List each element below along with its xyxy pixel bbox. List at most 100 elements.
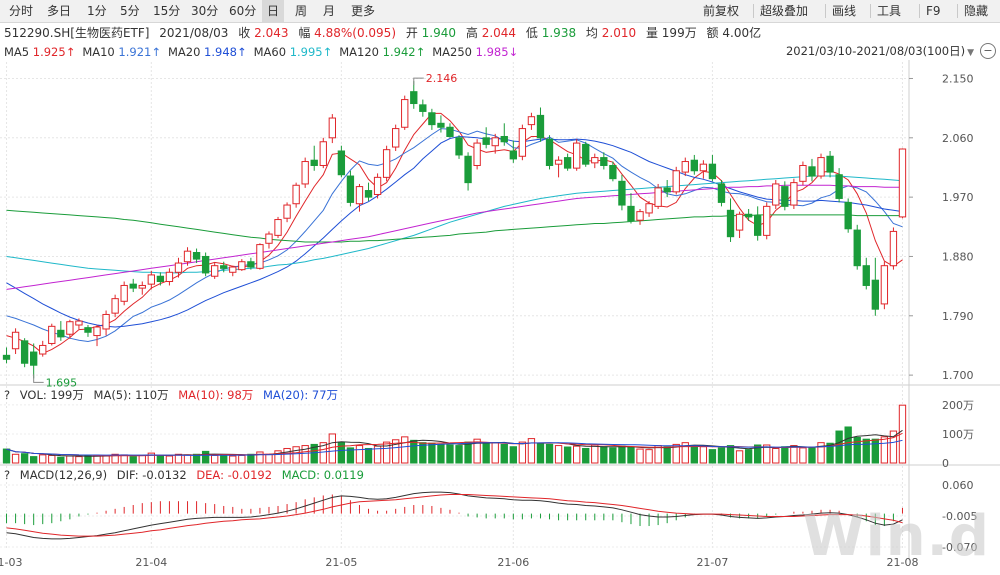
volume-bar	[880, 436, 889, 464]
volume-bar	[708, 449, 717, 464]
tab-5[interactable]: 15分	[153, 4, 181, 18]
candle-body	[39, 344, 47, 355]
tab-8[interactable]: 日	[262, 0, 285, 22]
volume-bar	[591, 444, 599, 464]
candle-body	[382, 149, 391, 178]
volume-bar	[536, 443, 545, 464]
volume-bar	[889, 430, 898, 464]
candle-body	[192, 252, 201, 260]
toolbar-right-item-4[interactable]: 工具	[877, 4, 902, 18]
low-marker-line	[33, 374, 44, 383]
volume-bar	[600, 446, 608, 464]
volume-bar	[744, 449, 753, 464]
volume-bar	[410, 439, 418, 464]
volume-bar	[75, 456, 83, 464]
date-range-selector[interactable]: 2021/03/10-2021/08/03(100日) ▼	[786, 43, 974, 59]
tab-10[interactable]: 月	[323, 4, 336, 18]
macd-legend: ? MACD(12,26,9) DIF: -0.0132 DEA: -0.019…	[4, 468, 370, 482]
candle-body	[754, 215, 762, 236]
volume-bar	[790, 445, 798, 464]
tab-2[interactable]: 多日	[47, 4, 72, 18]
candle-body	[156, 275, 165, 283]
volume-bar	[229, 455, 237, 464]
volume-bar	[129, 456, 137, 464]
toolbar-right-item-3[interactable]: 画线	[832, 4, 857, 18]
candle-body	[509, 150, 517, 160]
volume-bar	[39, 454, 47, 464]
dea-value: DEA: -0.0192	[196, 468, 273, 482]
toolbar-right-item-1[interactable]: 前复权	[703, 4, 740, 18]
volume-bar	[310, 443, 318, 464]
volume-bar	[473, 438, 481, 464]
candle-body	[473, 142, 481, 166]
x-tick-label: 21-08	[886, 556, 918, 569]
macd-name: MACD(12,26,9)	[19, 468, 108, 482]
volume-bar	[781, 446, 789, 464]
volume-bar	[609, 447, 617, 464]
volume-bar	[84, 455, 92, 464]
candle-body	[781, 186, 789, 207]
volume-bar	[111, 453, 119, 464]
tab-9[interactable]: 周	[295, 4, 308, 18]
macd-dif-line	[6, 491, 903, 540]
candle-body	[500, 135, 508, 143]
tab-1[interactable]: 分时	[9, 4, 34, 18]
candle-body	[672, 170, 680, 193]
candle-body	[238, 261, 246, 271]
candle-body	[446, 126, 454, 137]
ma-legend-item: MA60 1.995↑	[253, 45, 333, 59]
candle-body	[455, 137, 463, 156]
volume-bar	[862, 438, 870, 464]
candle-body	[573, 142, 581, 169]
candle-body	[247, 261, 255, 268]
volume-bar	[2, 448, 11, 464]
tab-6[interactable]: 30分	[191, 4, 219, 18]
volume-bar	[346, 447, 355, 464]
wind-watermark: Win.d	[802, 504, 990, 569]
candle-body	[310, 159, 318, 166]
volume-bar	[826, 442, 834, 464]
help-icon[interactable]: ?	[4, 388, 11, 402]
candle-body	[482, 137, 490, 145]
candle-body	[2, 354, 11, 360]
toolbar-right-item-5[interactable]: F9	[926, 4, 941, 18]
candle-body	[165, 271, 174, 283]
toolbar-right-item-2[interactable]: 超级叠加	[760, 4, 809, 18]
low-annotation: 1.695	[46, 376, 78, 389]
volume-bar	[672, 443, 680, 464]
volume-bar	[681, 442, 689, 464]
volume-bar	[274, 450, 282, 464]
tab-3[interactable]: 1分	[87, 4, 107, 18]
volume-bar	[20, 453, 29, 464]
help-icon[interactable]: ?	[4, 468, 11, 482]
candle-body	[898, 148, 907, 218]
tab-11[interactable]: 更多	[351, 4, 376, 18]
candle-body	[491, 137, 499, 147]
volume-bar	[102, 455, 110, 464]
candle-body	[11, 331, 20, 350]
candle-body	[808, 166, 816, 177]
candle-body	[618, 180, 626, 206]
volume-bar	[437, 443, 445, 464]
candle-body	[690, 159, 698, 172]
volume-bar	[726, 445, 735, 464]
volume-bar	[464, 441, 472, 464]
volume-bar	[627, 446, 635, 464]
x-tick-label: 21-06	[497, 556, 529, 569]
toolbar-right-item-6[interactable]: 隐藏	[964, 4, 989, 18]
tab-4[interactable]: 5分	[120, 4, 140, 18]
collapse-button[interactable]: −	[980, 43, 996, 59]
volume-bar	[527, 438, 536, 464]
tab-7[interactable]: 60分	[229, 4, 257, 18]
volume-bar	[283, 447, 291, 464]
period-toolbar: 分时 多日 1分 5分 15分 30分 60分日周 月 更多 前复权 超级叠加 画线 工具 F9 隐藏	[0, 0, 1000, 23]
macd-tick-label: 0.060	[942, 479, 974, 492]
macd-value: MACD: 0.0119	[281, 468, 364, 482]
candle-body	[428, 112, 436, 126]
volume-bar	[265, 453, 273, 464]
candle-body	[48, 325, 56, 344]
candle-body	[437, 122, 445, 128]
candle-body	[211, 265, 219, 277]
ma-legend-item: MA20 1.948↑	[167, 45, 247, 59]
vol-tick-label: 100万	[942, 428, 974, 441]
